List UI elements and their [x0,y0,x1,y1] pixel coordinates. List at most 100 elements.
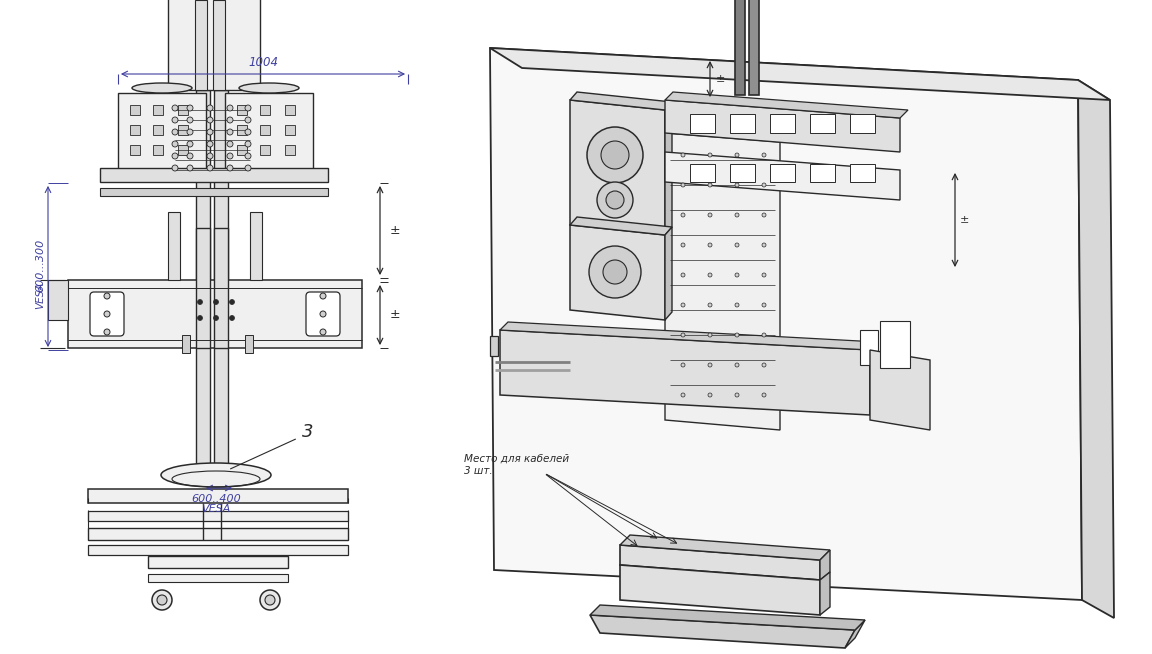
Bar [260,105,270,115]
Polygon shape [665,100,900,152]
Bar [285,105,295,115]
Polygon shape [820,550,829,580]
Circle shape [227,117,233,123]
Circle shape [187,153,194,159]
Circle shape [172,129,179,135]
Bar [214,90,228,470]
Circle shape [245,117,251,123]
Polygon shape [490,48,1082,600]
Bar [195,0,207,90]
Bar [730,114,755,133]
Circle shape [708,303,712,307]
Circle shape [708,183,712,187]
Circle shape [735,303,738,307]
Bar [850,164,876,182]
Bar [880,321,910,368]
Circle shape [197,300,203,305]
Bar [690,164,715,182]
Circle shape [708,213,712,217]
Circle shape [265,595,275,605]
Polygon shape [665,92,908,118]
Circle shape [172,105,179,111]
Bar [88,545,348,555]
Circle shape [152,590,172,610]
Bar [153,145,162,155]
Polygon shape [665,133,780,430]
Circle shape [761,333,766,337]
Circle shape [681,363,685,367]
Polygon shape [570,100,665,235]
Bar [196,90,210,470]
Circle shape [187,165,194,171]
Bar [285,145,295,155]
Circle shape [602,260,627,284]
Circle shape [681,393,685,397]
Circle shape [207,165,213,171]
Bar [88,528,348,540]
Circle shape [735,273,738,277]
Polygon shape [570,92,672,110]
Circle shape [245,141,251,147]
Text: 1004: 1004 [248,56,278,69]
Bar [285,125,295,135]
Circle shape [681,213,685,217]
Circle shape [601,141,629,169]
Text: 600...300: 600...300 [35,238,45,292]
Polygon shape [620,535,829,560]
Circle shape [708,363,712,367]
Bar [770,114,795,133]
Circle shape [104,329,109,335]
Circle shape [227,129,233,135]
Polygon shape [665,102,672,235]
Circle shape [213,300,219,305]
Bar [690,114,715,133]
Circle shape [735,393,738,397]
Circle shape [761,153,766,157]
Bar [168,0,260,90]
Bar [214,228,228,348]
Bar [130,125,141,135]
Circle shape [681,243,685,247]
Polygon shape [870,350,930,430]
Circle shape [245,129,251,135]
Circle shape [761,273,766,277]
Ellipse shape [161,463,271,487]
Circle shape [213,315,219,320]
Circle shape [761,213,766,217]
Ellipse shape [132,83,192,93]
Bar [68,280,362,348]
Bar [225,93,313,175]
Circle shape [172,165,179,171]
Polygon shape [500,330,870,415]
Circle shape [588,127,643,183]
Circle shape [761,393,766,397]
Bar [88,511,348,521]
Text: 600..400: 600..400 [191,494,241,504]
Circle shape [681,303,685,307]
Circle shape [187,117,194,123]
Polygon shape [665,152,900,200]
Circle shape [597,182,632,218]
Bar [100,188,328,196]
Circle shape [207,129,213,135]
Text: VESA: VESA [202,504,230,514]
Circle shape [197,315,203,320]
Bar [749,0,759,95]
Bar [260,145,270,155]
Circle shape [708,273,712,277]
Circle shape [708,243,712,247]
Bar [153,125,162,135]
Bar [237,105,247,115]
Bar [168,212,180,280]
Circle shape [229,300,235,305]
Polygon shape [820,572,829,615]
Circle shape [245,153,251,159]
FancyBboxPatch shape [306,292,340,336]
Text: ±: ± [391,224,401,237]
Bar [130,145,141,155]
Bar [179,145,188,155]
Polygon shape [870,342,878,415]
Bar [130,105,141,115]
Bar [147,556,288,568]
Circle shape [227,141,233,147]
